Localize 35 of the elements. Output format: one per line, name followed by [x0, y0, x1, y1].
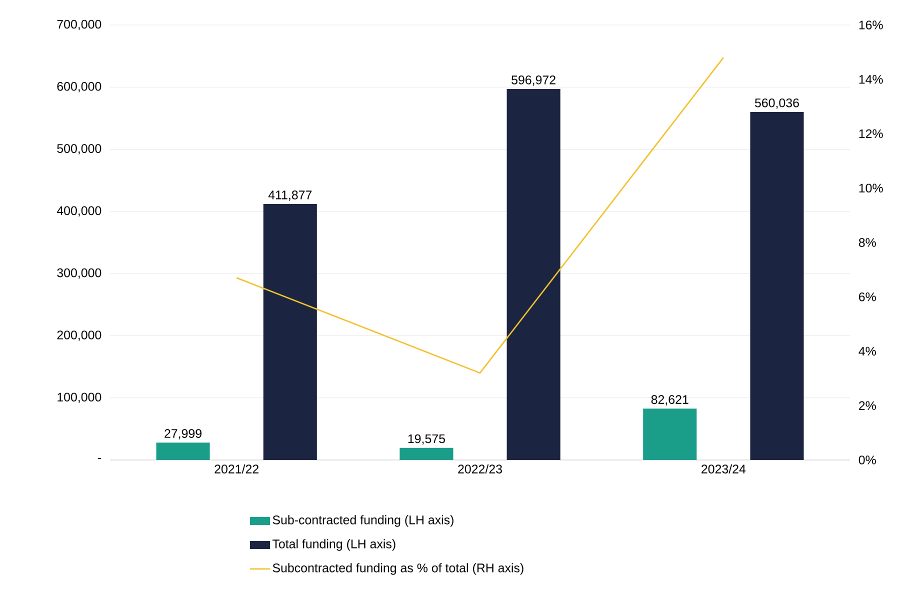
data-label: 596,972	[512, 76, 556, 86]
y-tick-label: 300,000	[57, 268, 102, 279]
y-tick-label: 500,000	[57, 144, 102, 154]
y2-tick-label: 2%	[858, 401, 876, 410]
x-tick-label: 2021/22	[214, 464, 258, 474]
y2-tick-label: 16%	[859, 20, 883, 30]
bar	[400, 448, 454, 460]
data-label: 411,877	[268, 190, 312, 201]
data-label: 27,999	[164, 429, 202, 440]
y-tick-label: 100,000	[58, 392, 102, 403]
legend-label: Sub-contracted funding (LH axis)	[272, 515, 454, 527]
data-label: 560,036	[754, 98, 799, 109]
y2-tick-label: 0%	[858, 456, 876, 464]
y-tick-label: 600,000	[57, 82, 102, 92]
bar	[506, 89, 560, 460]
bar	[750, 112, 804, 460]
y-tick-label: 700,000	[57, 20, 102, 30]
y2-tick-label: 6%	[858, 292, 876, 302]
x-tick-label: 2023/24	[702, 464, 746, 474]
data-label: 19,575	[408, 434, 445, 445]
y2-tick-label: 4%	[858, 346, 876, 356]
y-tick-label: 400,000	[56, 206, 102, 217]
y2-tick-label: 10%	[859, 184, 883, 193]
data-label: 82,621	[651, 395, 688, 406]
y-tick-label: 200,000	[57, 330, 102, 341]
y2-tick-label: 8%	[858, 238, 876, 247]
legend-label: Total funding (LH axis)	[272, 539, 396, 551]
bar	[643, 408, 697, 460]
y2-tick-label: 12%	[859, 129, 883, 138]
bar	[156, 442, 210, 460]
legend-label: Subcontracted funding as % of total (RH axis)	[272, 563, 524, 575]
bar	[263, 204, 317, 460]
x-tick-label: 2022/23	[458, 464, 502, 474]
y2-tick-label: 14%	[859, 75, 883, 84]
y-tick-label: -	[98, 458, 102, 460]
